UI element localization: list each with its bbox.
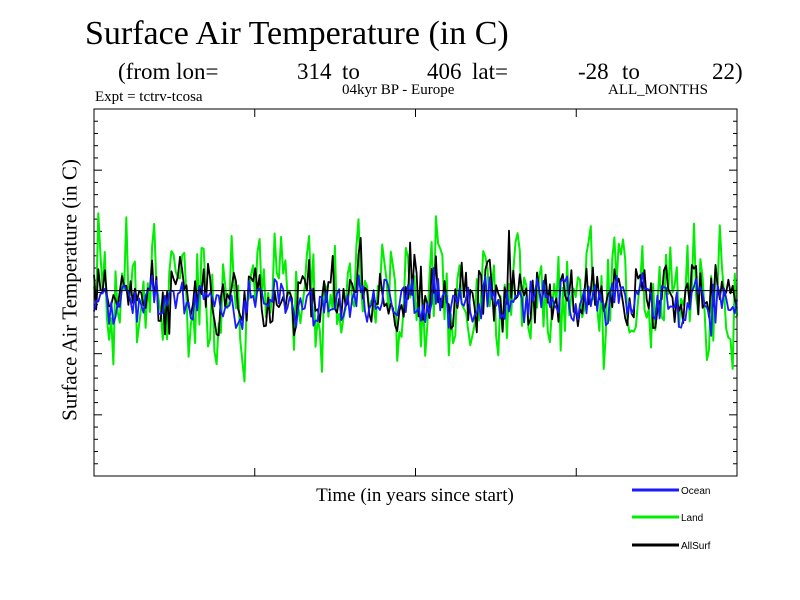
chart-title: Surface Air Temperature (in C) [85,15,509,52]
legend: Ocean Land AllSurf [632,486,711,552]
subtitle-lat-end: 22) [712,59,743,84]
series-line-land [93,212,738,383]
subtitle-lat-label: lat= [472,59,508,84]
subtitle-to-2: to [622,59,640,84]
subtitle-lon-end: 406 [427,59,462,84]
subtitle-lat-start: -28 [578,59,609,84]
legend-label-land: Land [681,513,703,524]
months-label: ALL_MONTHS [608,82,708,98]
x-axis-label: Time (in years since start) [316,485,514,506]
subtitle-from-label: (from lon= [118,59,219,84]
series-group [93,212,738,383]
subtitle-lon-start: 314 [297,59,332,84]
series-line-ocean [93,266,738,337]
series-line-allsurf [93,229,738,337]
subtitle-to-1: to [342,59,360,84]
region-label: 04kyr BP - Europe [342,82,455,98]
legend-label-allsurf: AllSurf [681,541,711,552]
legend-label-ocean: Ocean [681,486,710,497]
plot-frame [93,108,738,477]
experiment-label: Expt = tctrv-tcosa [95,89,203,105]
